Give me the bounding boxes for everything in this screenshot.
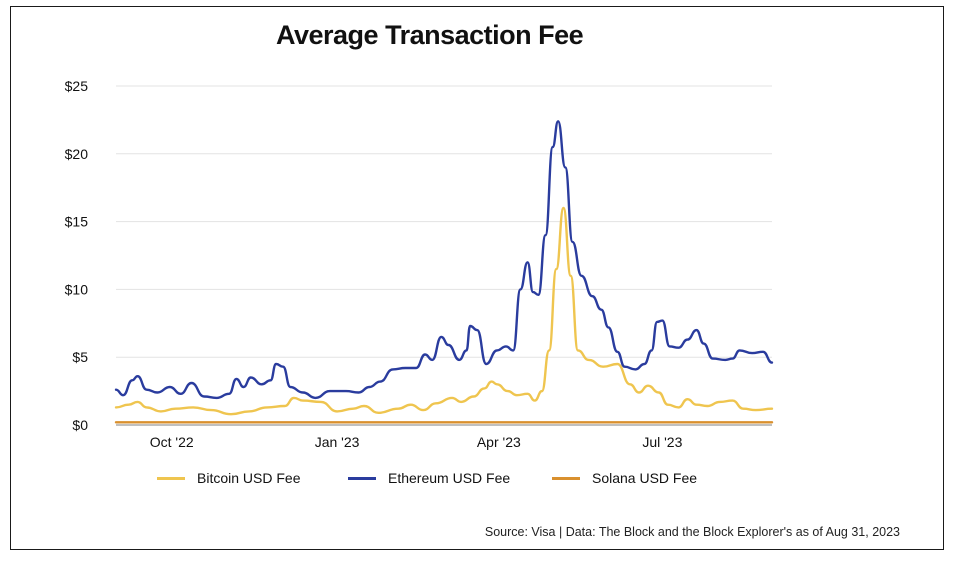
legend-item-solana: Solana USD Fee (552, 470, 697, 486)
legend-label-bitcoin: Bitcoin USD Fee (197, 470, 301, 486)
legend-swatch-solana (552, 476, 580, 480)
legend-item-bitcoin: Bitcoin USD Fee (157, 470, 300, 486)
chart-title: Average Transaction Fee (276, 20, 584, 50)
legend-label-ethereum: Ethereum USD Fee (388, 470, 511, 486)
y-tick-label: $25 (65, 78, 89, 94)
legend-swatch-ethereum (348, 476, 376, 480)
legend-label-solana: Solana USD Fee (592, 470, 698, 486)
chart-frame (10, 6, 944, 550)
source-note: Source: Visa | Data: The Block and the B… (484, 525, 900, 539)
series-line-bitcoin (114, 206, 774, 416)
legend-swatch-bitcoin (157, 476, 185, 480)
x-tick-label: Oct '22 (150, 434, 194, 450)
legend: Bitcoin USD Fee Ethereum USD Fee Solana … (0, 470, 956, 490)
x-tick-label: Jan '23 (315, 434, 360, 450)
legend-item-ethereum: Ethereum USD Fee (348, 470, 510, 486)
y-tick-label: $20 (65, 146, 89, 162)
grid-lines (116, 85, 772, 426)
y-tick-label: $15 (65, 214, 89, 230)
y-tick-label: $5 (72, 349, 88, 365)
y-tick-labels: $0 $5 $10 $15 $20 $25 (65, 78, 89, 433)
series-lines (114, 120, 774, 424)
y-tick-label: $10 (65, 281, 89, 297)
x-tick-label: Apr '23 (477, 434, 521, 450)
y-tick-label: $0 (72, 417, 88, 433)
chart-plot: $0 $5 $10 $15 $20 $25 Oct '22 Jan '23 Apr '23 Ju… (65, 78, 774, 450)
series-line-ethereum (114, 120, 774, 400)
x-tick-label: Jul '23 (642, 434, 682, 450)
x-tick-labels: Oct '22 Jan '23 Apr '23 Jul '23 (150, 434, 683, 450)
